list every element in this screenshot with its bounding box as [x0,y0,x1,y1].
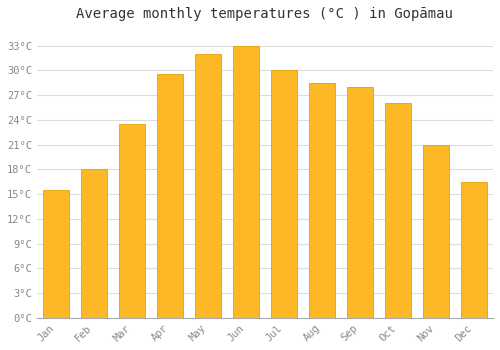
Bar [156,75,183,318]
Bar [194,54,221,318]
Bar [346,87,374,318]
Bar [422,145,450,318]
Bar [308,83,336,318]
Bar [42,190,69,318]
Bar [384,103,411,318]
Bar [80,169,107,318]
Bar [118,124,145,318]
Bar [232,46,259,318]
Bar [460,182,487,318]
Title: Average monthly temperatures (°C ) in Gopāmau: Average monthly temperatures (°C ) in Go… [76,7,454,21]
Bar [270,70,297,318]
